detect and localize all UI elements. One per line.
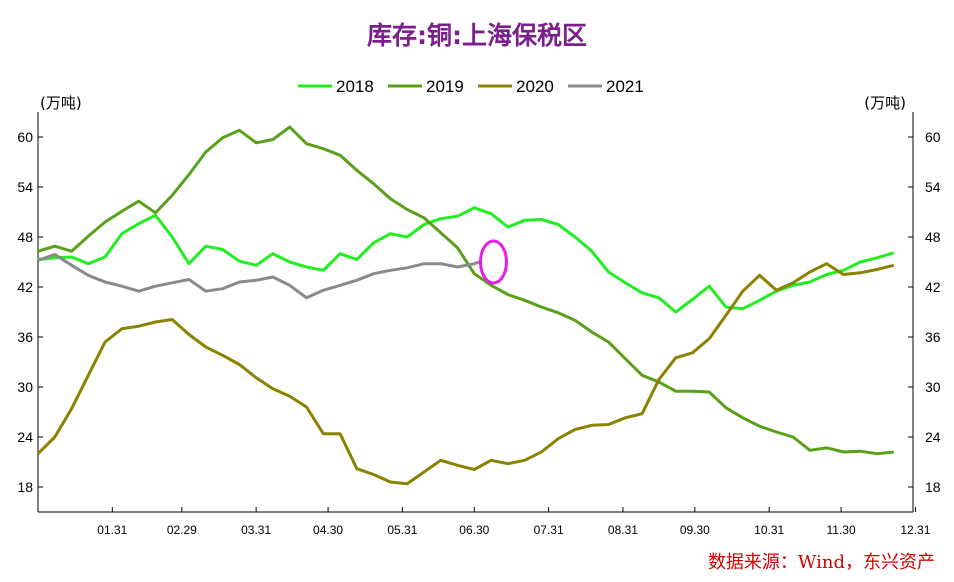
- series-line-2020: [36, 262, 895, 486]
- y-tick-label-right: 30: [925, 379, 941, 395]
- x-tick-label: 10.31: [754, 523, 784, 537]
- y-tick-label-left: 48: [17, 229, 33, 245]
- x-tick-label: 08.31: [608, 523, 638, 537]
- y-tick-label-right: 60: [925, 129, 941, 145]
- y-tick-label-left: 42: [17, 279, 33, 295]
- x-tick-label: 12.31: [900, 523, 930, 537]
- legend-label-2018: 2018: [336, 77, 374, 96]
- series-line-2019: [37, 125, 894, 456]
- x-tick-label: 05.31: [387, 523, 417, 537]
- annotation: [478, 239, 508, 285]
- x-tick-label: 06.30: [459, 523, 489, 537]
- chart-title: 库存:铜:上海保税区: [367, 21, 587, 50]
- legend-label-2019: 2019: [426, 77, 464, 96]
- x-tick-label: 09.30: [680, 523, 710, 537]
- series-lines: [36, 125, 895, 486]
- y-tick-label-left: 24: [17, 429, 33, 445]
- series-line-2018: [37, 206, 895, 314]
- legend-label-2020: 2020: [516, 77, 554, 96]
- data-source: 数据来源：Wind，东兴资产: [708, 552, 935, 573]
- x-tick-label: 11.30: [827, 523, 856, 537]
- x-tick-label: 01.31: [97, 523, 127, 537]
- y-tick-label-left: 18: [17, 479, 33, 495]
- y-tick-label-right: 24: [925, 429, 941, 445]
- y-tick-label-right: 42: [925, 279, 941, 295]
- legend: 2018 2019 2020 2021: [298, 77, 644, 96]
- y-tick-label-left: 36: [17, 329, 33, 345]
- y-tick-label-left: 54: [17, 179, 33, 195]
- highlight-ellipse: [478, 239, 508, 285]
- axes: 60 60 54 54 48 48 42 42 36 36 30 30 24 24 18 18 01.31 02.…: [17, 112, 941, 537]
- y-tick-label-left: 30: [17, 379, 33, 395]
- legend-label-2021: 2021: [606, 77, 644, 96]
- right-axis-unit: (万吨): [864, 94, 906, 112]
- x-tick-label: 02.29: [167, 523, 197, 537]
- x-tick-label: 03.31: [241, 523, 271, 537]
- y-tick-label-right: 54: [925, 179, 941, 195]
- left-axis-unit: (万吨): [40, 94, 82, 112]
- y-tick-label-right: 18: [925, 479, 941, 495]
- series-line-2021: [37, 253, 482, 300]
- y-tick-label-right: 48: [925, 229, 941, 245]
- y-tick-label-right: 36: [925, 329, 941, 345]
- x-tick-label: 07.31: [534, 523, 564, 537]
- y-tick-label-left: 60: [17, 129, 33, 145]
- x-tick-label: 04.30: [313, 523, 343, 537]
